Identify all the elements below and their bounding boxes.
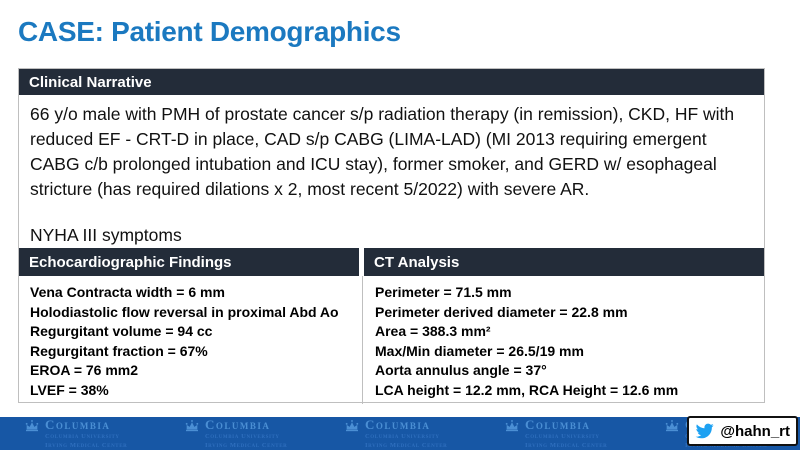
ct-analysis-item: Perimeter = 71.5 mm <box>375 284 512 300</box>
ct-analysis-header-label: CT Analysis <box>374 253 460 271</box>
clinical-narrative-cell: 66 y/o male with PMH of prostate cancer … <box>19 95 764 248</box>
ct-analysis-item: Max/Min diameter = 26.5/19 mm <box>375 342 584 359</box>
echo-finding-item: Holodiastolic flow reversal in proximal … <box>30 303 339 320</box>
echo-findings-header-label: Echocardiographic Findings <box>29 253 232 271</box>
twitter-handle: @hahn_rt <box>720 422 790 440</box>
echo-finding-item: EROA = 76 mm2 <box>30 362 139 378</box>
columbia-crown-icon <box>345 420 359 432</box>
columbia-sub-line2: Irving Medical Center <box>205 442 288 449</box>
ct-analysis-item: LCA height = 12.2 mm, RCA Height = 12.6 … <box>375 381 679 398</box>
ct-analysis-item: Perimeter derived diameter = 22.8 mm <box>375 303 628 320</box>
columbia-sub-line2: Irving Medical Center <box>45 442 128 449</box>
columbia-logo: Columbia Columbia University Irving Medi… <box>344 418 457 449</box>
columbia-wordmark: Columbia <box>525 417 591 432</box>
case-table: Clinical Narrative 66 y/o male with PMH … <box>18 68 765 404</box>
ct-analysis-header: CT Analysis <box>364 248 764 276</box>
echo-findings-header: Echocardiographic Findings <box>19 248 359 276</box>
footer-banner: Columbia Columbia University Irving Medi… <box>0 417 800 450</box>
ct-analysis-cell: Perimeter = 71.5 mm Perimeter derived dia… <box>364 276 764 404</box>
columbia-crown-icon <box>25 420 39 432</box>
echo-finding-item: Regurgitant volume = 94 cc <box>30 323 213 339</box>
columbia-sub-line1: Columbia University <box>45 433 120 440</box>
columbia-crown-icon <box>505 420 519 432</box>
columbia-logo: Columbia Columbia University Irving Medi… <box>504 418 617 449</box>
ct-analysis-item: Area = 388.3 mm² <box>375 323 491 339</box>
echo-finding-item: LVEF = 38% <box>30 381 109 398</box>
ct-analysis-item: Aorta annulus angle = 37° <box>375 362 547 378</box>
columbia-sub-line1: Columbia University <box>365 433 440 440</box>
clinical-narrative-header: Clinical Narrative <box>19 69 764 95</box>
clinical-narrative-text: 66 y/o male with PMH of prostate cancer … <box>30 104 735 199</box>
columbia-wordmark: Columbia <box>205 417 271 432</box>
columbia-wordmark: Columbia <box>45 417 111 432</box>
echo-finding-item: Vena Contracta width = 6 mm <box>30 284 225 300</box>
twitter-badge: @hahn_rt <box>687 416 798 446</box>
columbia-sub-line2: Irving Medical Center <box>365 442 448 449</box>
echo-finding-item: Regurgitant fraction = 67% <box>30 342 208 359</box>
columbia-sub-line1: Columbia University <box>205 433 280 440</box>
columbia-logo: Columbia Columbia University Irving Medi… <box>24 418 137 449</box>
columbia-crown-icon <box>185 420 199 432</box>
columbia-wordmark: Columbia <box>365 417 431 432</box>
columbia-crown-icon <box>665 420 679 432</box>
page-title: CASE: Patient Demographics <box>18 16 401 47</box>
clinical-narrative-header-label: Clinical Narrative <box>29 73 152 91</box>
echo-findings-cell: Vena Contracta width = 6 mm Holodiastolic… <box>19 276 363 404</box>
columbia-logo: Columbia Columbia University Irving Medi… <box>184 418 297 449</box>
columbia-sub-line2: Irving Medical Center <box>525 442 608 449</box>
columbia-sub-line1: Columbia University <box>525 433 600 440</box>
nyha-symptoms-text: NYHA III symptoms <box>30 225 182 245</box>
twitter-bird-icon <box>695 423 714 439</box>
